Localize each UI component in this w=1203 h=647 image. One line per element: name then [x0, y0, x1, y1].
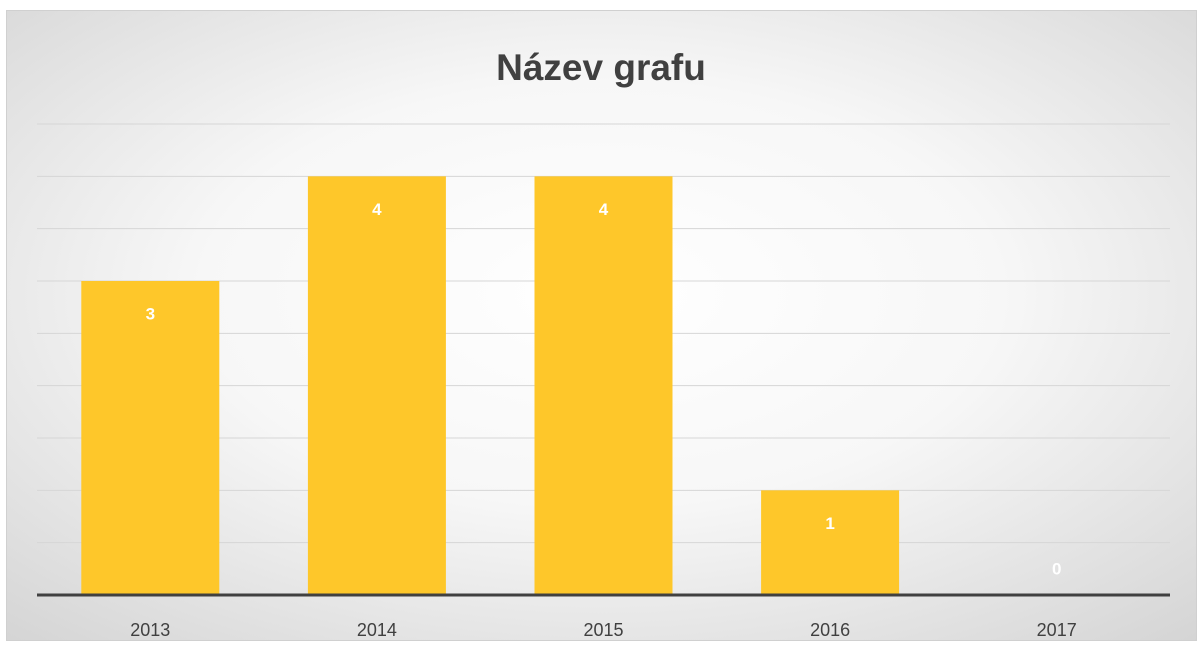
bar	[761, 490, 900, 595]
data-label: 4	[372, 200, 382, 219]
x-tick-label: 2016	[810, 620, 850, 640]
bar	[81, 281, 220, 595]
bar	[534, 176, 673, 596]
chart-title: Název grafu	[496, 47, 706, 88]
x-tick-label: 2017	[1037, 620, 1077, 640]
data-label: 3	[146, 304, 155, 323]
x-tick-label: 2013	[130, 620, 170, 640]
x-tick-label: 2015	[583, 620, 623, 640]
data-label: 4	[599, 200, 609, 219]
x-tick-label: 2014	[357, 620, 397, 640]
data-label: 1	[825, 514, 834, 533]
bar	[307, 176, 446, 596]
data-label: 0	[1052, 559, 1061, 578]
